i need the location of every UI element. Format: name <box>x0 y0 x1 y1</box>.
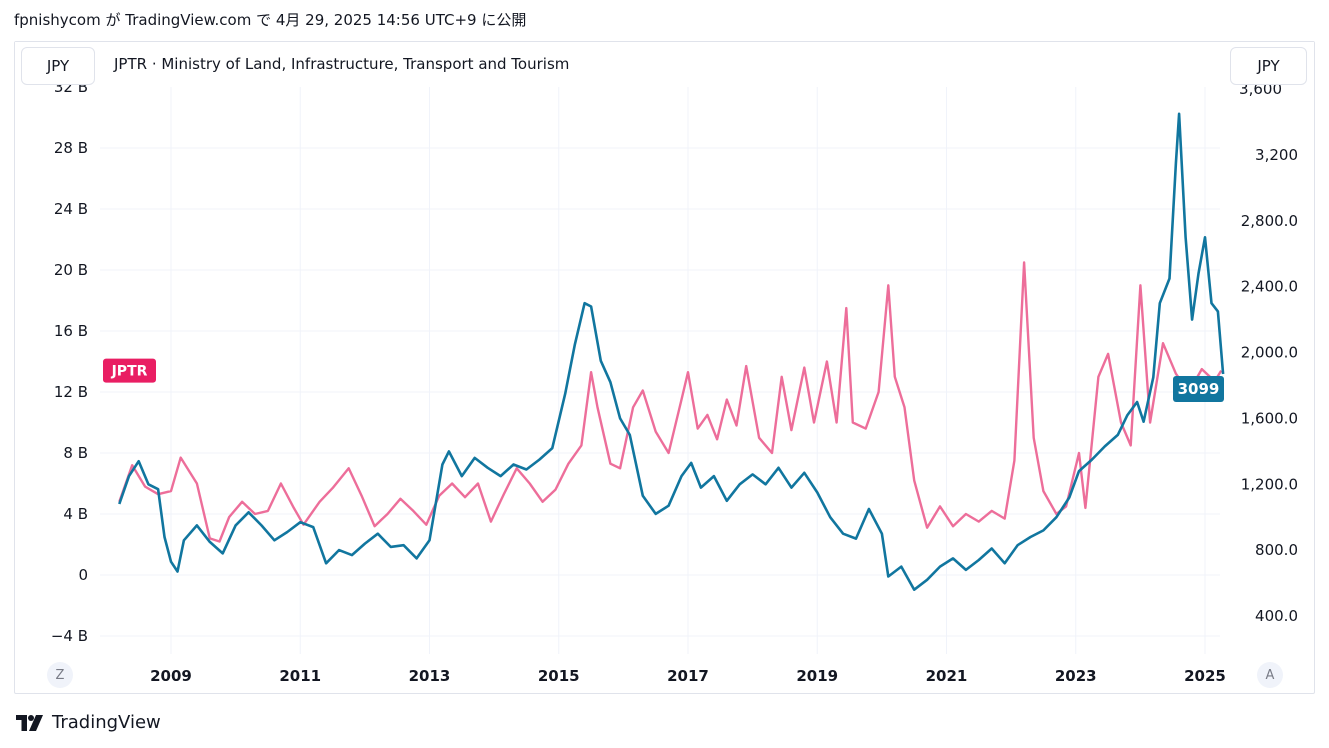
x-axis-tick-label: 2009 <box>150 667 192 685</box>
jptr-axis-label: JPTR <box>111 364 148 380</box>
right-axis-tick-label: 400.0 <box>1255 607 1298 625</box>
left-axis-tick-label: −4 B <box>51 627 88 645</box>
x-axis-tick-label: 2013 <box>409 667 451 685</box>
right-axis-tick-label: 2,400.0 <box>1241 278 1298 296</box>
right-axis-tick-label: 2,800.0 <box>1241 212 1298 230</box>
right-axis-tick-label: 2,000.0 <box>1241 344 1298 362</box>
left-axis-tick-label: 4 B <box>63 505 88 523</box>
right-axis-tick-label: 1,200.0 <box>1241 475 1298 493</box>
x-axis-tick-label: 2025 <box>1184 667 1226 685</box>
x-axis-tick-label: 2021 <box>926 667 968 685</box>
chart-frame <box>14 41 1315 694</box>
left-axis-tick-label: 24 B <box>54 200 88 218</box>
tradingview-logo[interactable]: TradingView <box>16 712 161 733</box>
left-axis-tick-label: 20 B <box>54 261 88 279</box>
zoom-button[interactable]: Z <box>47 662 73 688</box>
price-series-line <box>118 112 1225 591</box>
left-currency-button[interactable]: JPY <box>21 47 95 85</box>
x-axis-tick-label: 2023 <box>1055 667 1097 685</box>
jptr-axis-label-bg <box>103 358 156 383</box>
x-axis-tick-label: 2011 <box>279 667 321 685</box>
header-mask <box>15 42 1314 87</box>
jptr-series-line <box>118 261 1223 543</box>
publish-info: fpnishycom が TradingView.com で 4月 29, 20… <box>14 11 527 29</box>
series-title: JPTR · Ministry of Land, Infrastructure,… <box>114 55 570 73</box>
left-axis-tick-label: 16 B <box>54 322 88 340</box>
tradingview-logo-icon <box>16 714 43 731</box>
left-axis-tick-label: 8 B <box>63 444 88 462</box>
right-axis-tick-label: 800.0 <box>1255 541 1298 559</box>
auto-scale-button[interactable]: A <box>1257 662 1283 688</box>
right-axis-tick-label: 3,200 <box>1255 146 1298 164</box>
right-currency-button[interactable]: JPY <box>1230 47 1307 85</box>
x-axis-tick-label: 2019 <box>796 667 838 685</box>
left-axis-tick-label: 0 <box>78 566 88 584</box>
tradingview-brand-text: TradingView <box>52 712 161 733</box>
left-axis-tick-label: 28 B <box>54 139 88 157</box>
x-axis-tick-label: 2017 <box>667 667 709 685</box>
price-axis-label: 3099 <box>1178 380 1220 398</box>
left-axis-tick-label: 12 B <box>54 383 88 401</box>
x-axis-tick-label: 2015 <box>538 667 580 685</box>
right-axis-tick-label: 1,600.0 <box>1241 409 1298 427</box>
price-axis-label-bg <box>1173 375 1224 402</box>
